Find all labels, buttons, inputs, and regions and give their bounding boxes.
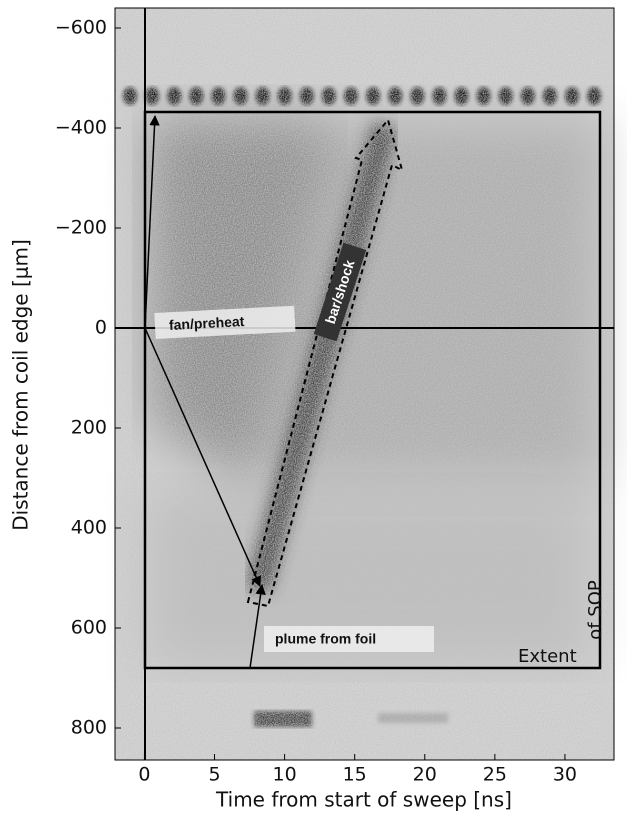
x-tick-label: 10 xyxy=(273,764,297,786)
x-axis-label: Time from start of sweep [ns] xyxy=(215,788,512,812)
y-tick-label: 600 xyxy=(71,617,107,639)
y-tick-label: −600 xyxy=(55,17,107,39)
x-tick-label: 5 xyxy=(208,764,220,786)
x-tick-label: 30 xyxy=(553,764,577,786)
annotation: Extent xyxy=(518,646,577,667)
x-tick-label: 25 xyxy=(483,764,507,786)
y-tick-label: −400 xyxy=(55,117,107,139)
fan-label: fan/preheat xyxy=(154,305,296,339)
y-tick-label: 400 xyxy=(71,517,107,539)
x-tick-label: 0 xyxy=(138,764,150,786)
y-tick-label: 0 xyxy=(95,317,107,339)
x-tick-label: 20 xyxy=(413,764,437,786)
y-axis-label: Distance from coil edge [μm] xyxy=(9,239,33,531)
annotation: of SOP xyxy=(585,580,606,640)
y-tick-label: 800 xyxy=(71,717,107,739)
overlay xyxy=(114,7,615,761)
image xyxy=(115,8,614,760)
annotation: plume from foil xyxy=(275,631,376,647)
x-tick-label: 15 xyxy=(343,764,367,786)
annotation: fan/preheat xyxy=(169,313,246,333)
y-tick-label: 200 xyxy=(71,417,107,439)
y-tick-label: −200 xyxy=(55,217,107,239)
plume-label: plume from foil xyxy=(264,626,434,652)
